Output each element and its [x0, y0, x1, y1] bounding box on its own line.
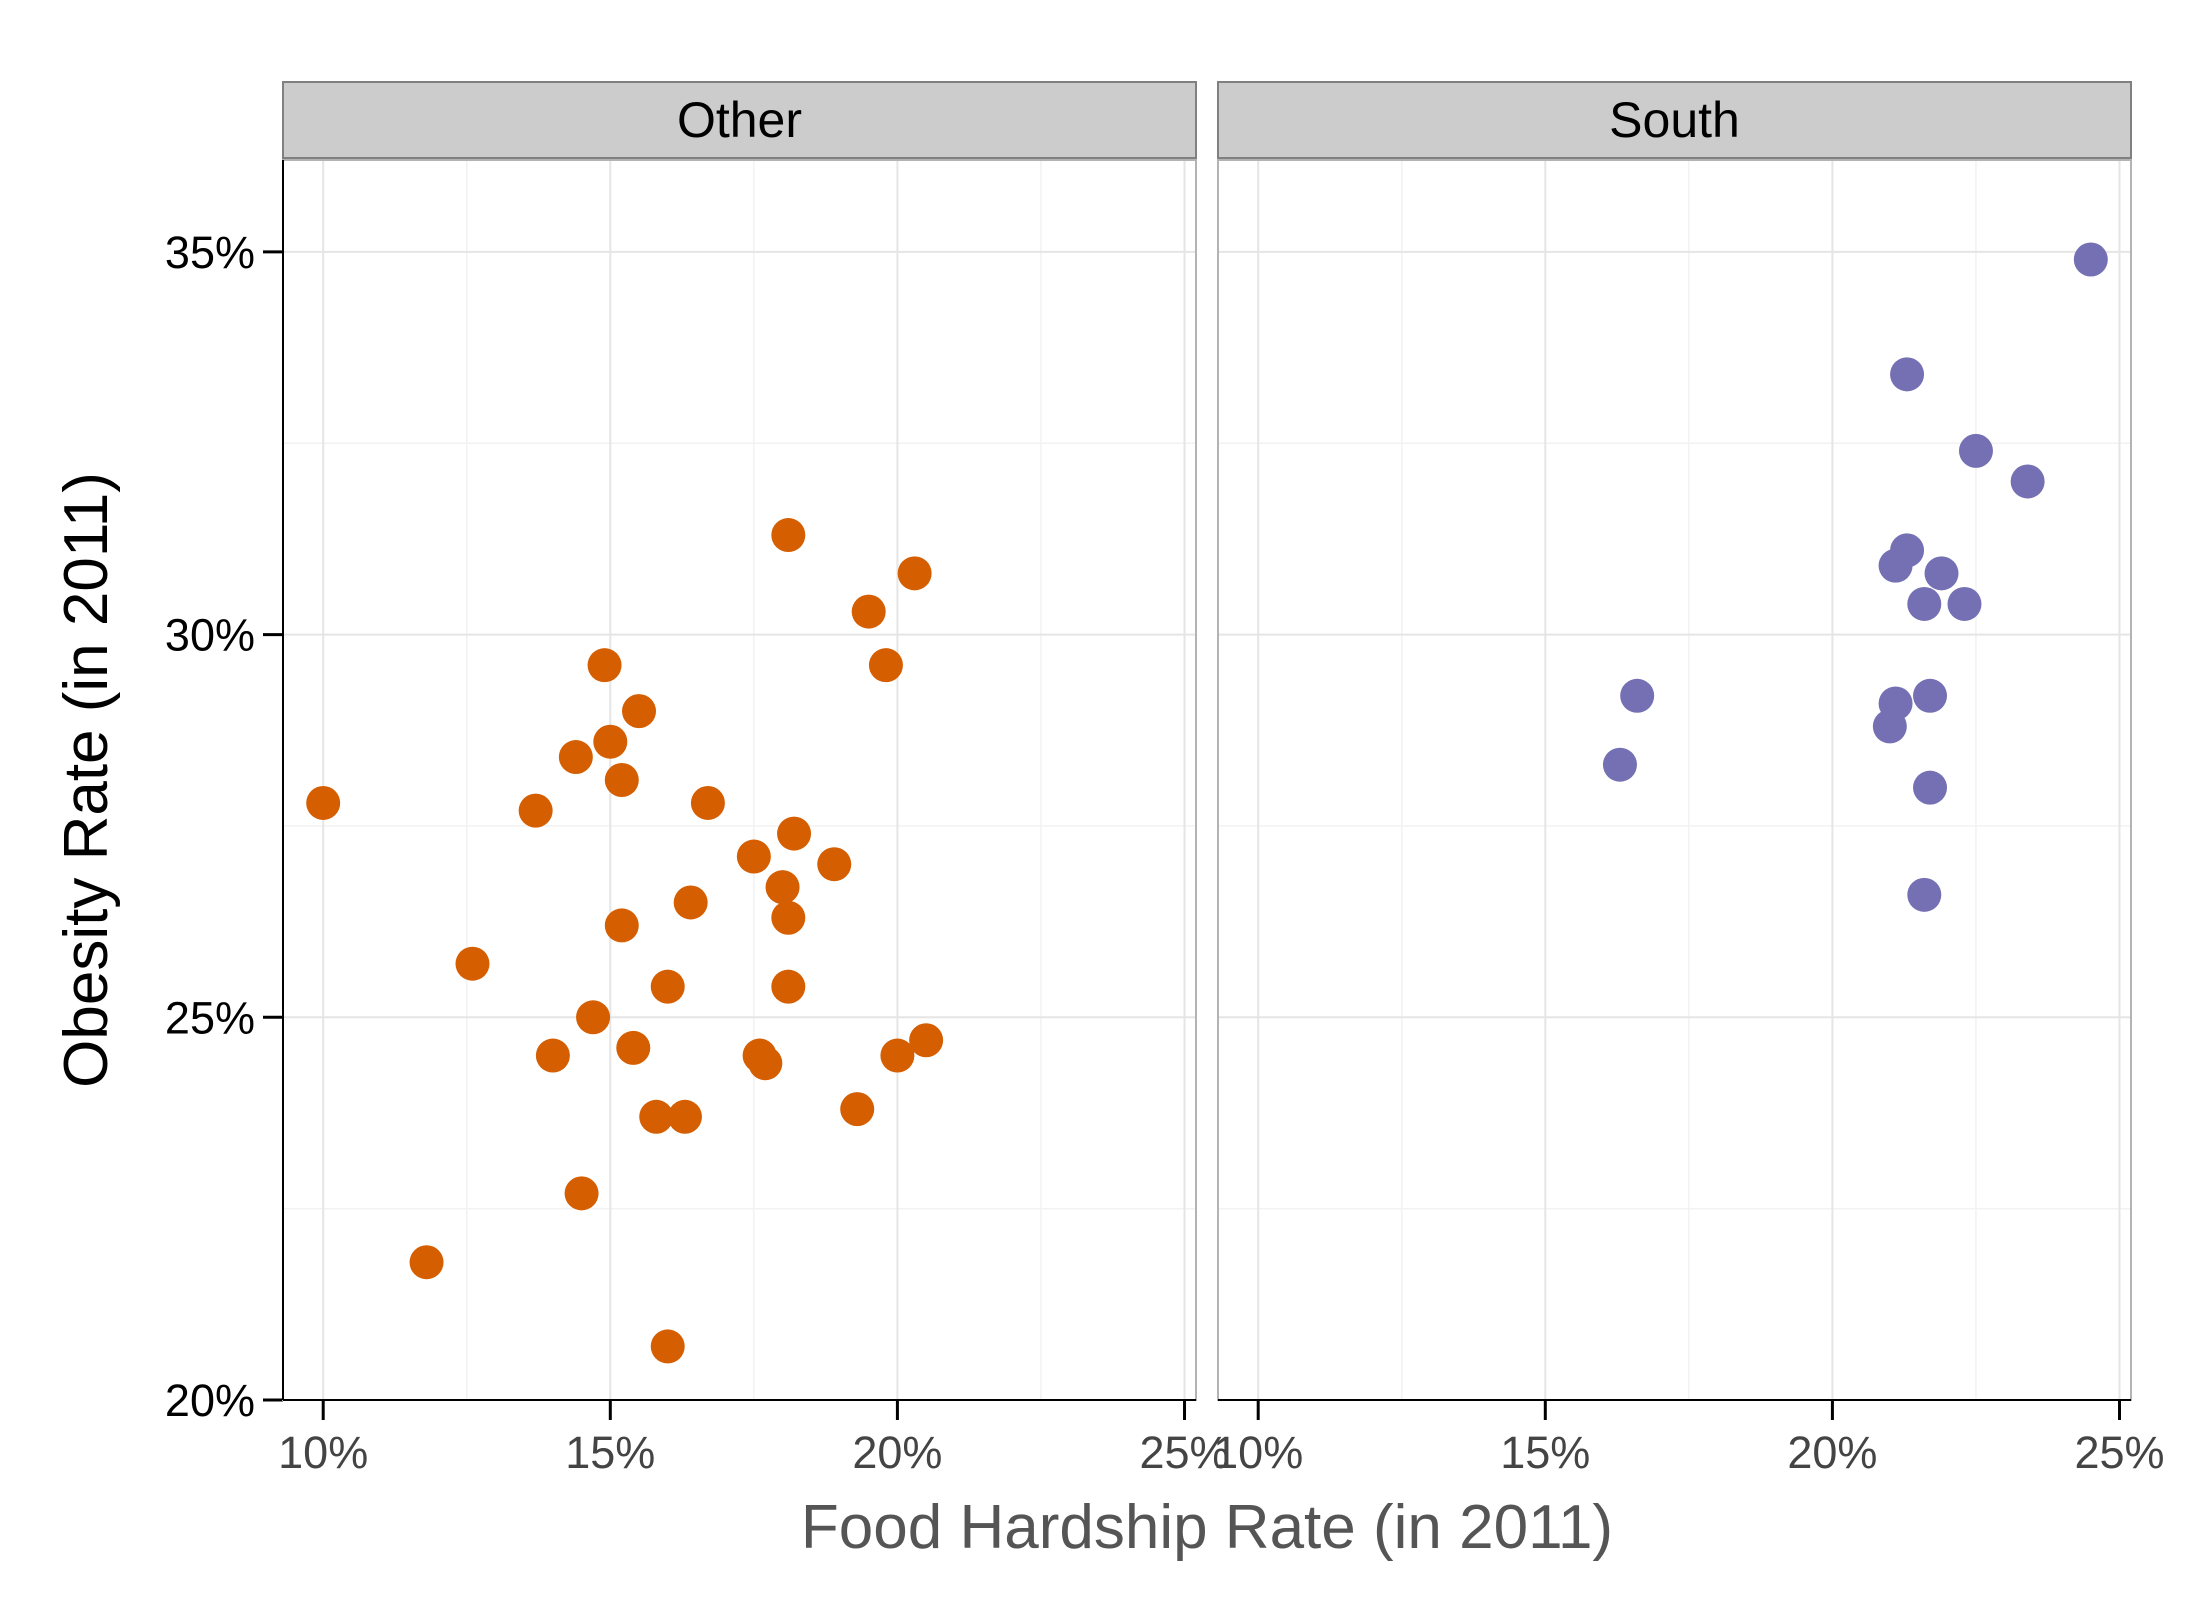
- data-point: [1907, 586, 1942, 621]
- y-tick-label: 25%: [165, 992, 255, 1043]
- data-point: [777, 816, 812, 851]
- data-point: [1947, 586, 1982, 621]
- data-point: [690, 785, 725, 820]
- data-point: [880, 1038, 915, 1073]
- facet-strip: [282, 81, 1197, 159]
- data-point: [535, 1038, 570, 1073]
- panel-other: Other 10% 15% 20% 25%: [278, 81, 1230, 1478]
- data-point: [650, 969, 685, 1004]
- data-point: [558, 740, 593, 775]
- data-point: [1620, 678, 1655, 713]
- x-tick-label: 10%: [278, 1427, 368, 1478]
- data-point: [771, 518, 806, 553]
- data-point: [1913, 770, 1948, 805]
- data-point: [622, 694, 657, 729]
- facet-strip-label: South: [1609, 92, 1740, 148]
- data-point: [771, 969, 806, 1004]
- facet-strip-label: Other: [677, 92, 802, 148]
- data-point: [748, 1046, 783, 1081]
- data-point: [604, 763, 639, 797]
- data-point: [2073, 242, 2108, 277]
- data-point: [667, 1099, 702, 1134]
- x-tick-label: 20%: [1787, 1427, 1877, 1478]
- data-point: [576, 1000, 611, 1035]
- y-tick-label: 30%: [165, 610, 255, 661]
- x-tick-label: 15%: [565, 1427, 655, 1478]
- x-tick-label: 20%: [852, 1427, 942, 1478]
- y-tick-label: 35%: [165, 227, 255, 278]
- data-point: [771, 900, 806, 935]
- data-point: [1602, 747, 1637, 782]
- data-point: [1890, 357, 1925, 392]
- data-point: [851, 594, 886, 629]
- y-axis-title: Obesity Rate (in 2011): [52, 472, 121, 1088]
- data-point: [518, 793, 553, 828]
- data-point: [409, 1245, 444, 1280]
- data-point: [306, 785, 341, 820]
- facet-strip: [1217, 81, 2132, 159]
- data-point: [1890, 533, 1925, 568]
- data-point: [604, 908, 639, 943]
- data-point: [650, 1329, 685, 1364]
- data-point: [1958, 433, 1993, 468]
- data-point: [1907, 877, 1942, 912]
- data-point: [587, 648, 622, 683]
- data-point: [593, 724, 628, 759]
- data-point: [736, 839, 771, 874]
- x-tick-label: 15%: [1500, 1427, 1590, 1478]
- data-point: [1924, 556, 1959, 591]
- data-point: [840, 1092, 875, 1127]
- data-point: [897, 556, 932, 591]
- x-tick-label: 25%: [2074, 1427, 2164, 1478]
- data-point: [639, 1099, 674, 1134]
- data-point: [817, 847, 852, 882]
- data-point: [1878, 686, 1913, 721]
- data-point: [1913, 678, 1948, 713]
- data-point: [765, 870, 800, 905]
- y-tick-label: 20%: [165, 1375, 255, 1426]
- x-tick-label: 10%: [1213, 1427, 1303, 1478]
- x-tick-label: 25%: [1139, 1427, 1229, 1478]
- data-point: [868, 648, 903, 683]
- data-point: [564, 1176, 599, 1211]
- panel-south: South 10% 15% 20% 25%: [1213, 81, 2165, 1478]
- data-point: [2010, 464, 2045, 499]
- data-point: [673, 885, 708, 920]
- data-point: [616, 1030, 651, 1065]
- x-axis-title: Food Hardship Rate (in 2011): [801, 1493, 1613, 1562]
- data-point: [455, 946, 490, 981]
- data-point: [909, 1023, 944, 1058]
